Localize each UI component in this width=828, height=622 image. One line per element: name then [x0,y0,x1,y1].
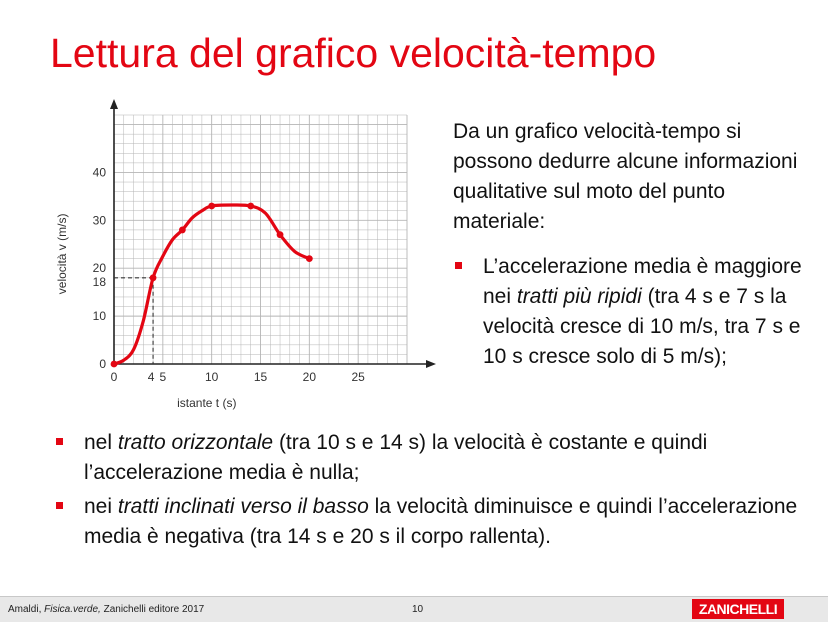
bullet-list-right: L’accelerazione media è maggiore nei tra… [453,252,818,372]
y-axis-arrow [110,99,118,109]
highlight-y-label: 18 [93,275,107,289]
bullet-item: nei tratti inclinati verso il basso la v… [54,492,814,552]
page-title: Lettura del grafico velocità-tempo [50,30,657,76]
chart-ticks: 0 5 10 15 20 25 0 10 20 30 40 [93,165,366,384]
data-point [208,202,216,210]
x-tick-label: 0 [111,370,118,384]
y-tick-label: 20 [93,261,107,275]
velocity-curve [112,203,311,366]
y-tick-label: 40 [93,165,107,179]
y-axis-label: velocità v (m/s) [55,214,69,295]
bullet-emphasis: tratti più ripidi [516,285,642,308]
data-point [178,226,186,234]
footer: Amaldi, Fisica.verde, Zanichelli editore… [0,596,828,622]
x-tick-label: 20 [303,370,317,384]
data-point [247,202,255,210]
data-point [276,231,284,239]
highlight-x-label: 4 [148,370,155,384]
chart-axes [110,99,436,368]
zanichelli-logo: ZANICHELLI [692,599,784,619]
x-tick-label: 5 [159,370,166,384]
bullet-item: L’accelerazione media è maggiore nei tra… [453,252,818,372]
bullet-text: la velocità diminuisce e quindi l’accele… [84,495,798,548]
intro-text: Da un grafico velocità-tempo si possono … [453,120,798,233]
bullet-text: nel [84,431,118,454]
data-point [149,274,157,282]
y-tick-label: 30 [93,213,107,227]
footer-credit: Amaldi, Fisica.verde, Zanichelli editore… [8,604,205,615]
x-tick-label: 15 [254,370,268,384]
bullet-item: nel tratto orizzontale (tra 10 s e 14 s)… [54,428,814,488]
velocity-time-chart: 0 5 10 15 20 25 0 10 20 30 40 4 18 istante t (s) ve… [55,99,436,410]
bullet-text: (tra 10 s e 14 s) la velocità è costante… [84,431,708,484]
x-axis-label: istante t (s) [177,396,236,410]
bullet-text: L’accelerazione media è maggiore nei [483,255,802,308]
bullet-emphasis: tratti inclinati verso il basso [117,495,369,518]
bullet-emphasis: tratto orizzontale [117,431,274,454]
bullet-text: (tra 4 s e 7 s la velocità cresce di 10 … [483,285,801,368]
x-tick-label: 10 [205,370,219,384]
data-point [110,360,118,368]
y-tick-label: 0 [99,357,106,371]
x-axis-arrow [426,360,436,368]
chart-grid [113,114,408,365]
chart-guides: 4 18 [93,275,155,384]
y-tick-label: 10 [93,309,107,323]
bullet-list-bottom: nel tratto orizzontale (tra 10 s e 14 s)… [54,428,814,556]
bullet-text: nei [84,495,118,518]
page-number: 10 [412,604,424,615]
data-point [305,255,313,263]
chart-points [110,202,313,368]
x-tick-label: 25 [351,370,365,384]
